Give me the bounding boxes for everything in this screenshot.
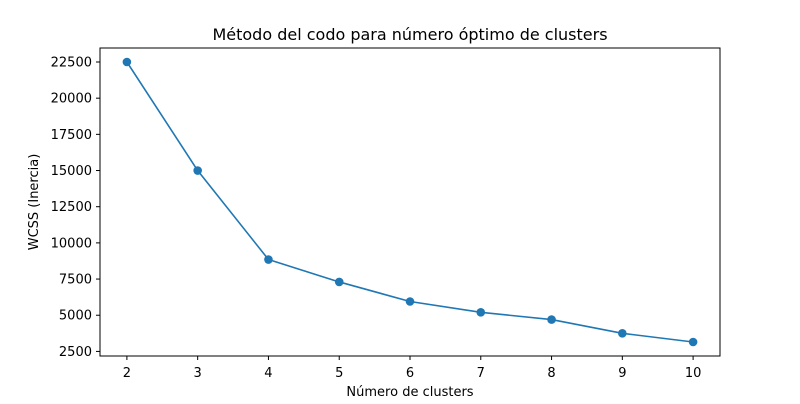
- y-tick-label: 5000: [59, 309, 92, 324]
- y-axis-ticks: 2500 5000 7500 10000 12500 15000 17500 20000 225…: [51, 55, 100, 360]
- data-point: [264, 255, 273, 264]
- x-tick-label: 5: [335, 366, 343, 381]
- data-point: [334, 277, 344, 287]
- y-tick-label: 22500: [51, 55, 92, 70]
- x-tick-label: 10: [685, 366, 702, 381]
- data-point: [405, 297, 415, 306]
- chart-title: Método del codo para número óptimo de cl…: [212, 25, 607, 44]
- data-point: [618, 329, 627, 338]
- y-tick-label: 15000: [51, 164, 92, 179]
- x-tick-label: 7: [477, 366, 485, 381]
- series-layer: [122, 57, 698, 347]
- data-point: [688, 337, 698, 347]
- data-point: [193, 166, 202, 175]
- y-tick-label: 17500: [51, 128, 92, 143]
- y-tick-label: 7500: [59, 273, 92, 288]
- y-axis-label: WCSS (Inercia): [27, 154, 42, 251]
- x-tick-label: 9: [618, 366, 626, 381]
- y-tick-label: 12500: [51, 200, 92, 215]
- x-tick-label: 8: [547, 366, 555, 381]
- data-point: [547, 315, 556, 324]
- y-tick-label: 10000: [51, 236, 92, 251]
- y-tick-label: 20000: [51, 92, 92, 107]
- x-tick-label: 4: [264, 366, 272, 381]
- data-point: [476, 308, 486, 317]
- x-tick-label: 6: [406, 366, 414, 381]
- plot-area-frame: [99, 47, 721, 357]
- x-axis-label: Número de clusters: [346, 385, 473, 400]
- x-axis-ticks: 2 3 4 5 6 7 8 9 10: [123, 356, 702, 381]
- x-tick-label: 2: [123, 366, 131, 381]
- y-tick-label: 2500: [59, 345, 92, 360]
- data-point: [122, 57, 132, 67]
- x-tick-label: 3: [194, 366, 202, 381]
